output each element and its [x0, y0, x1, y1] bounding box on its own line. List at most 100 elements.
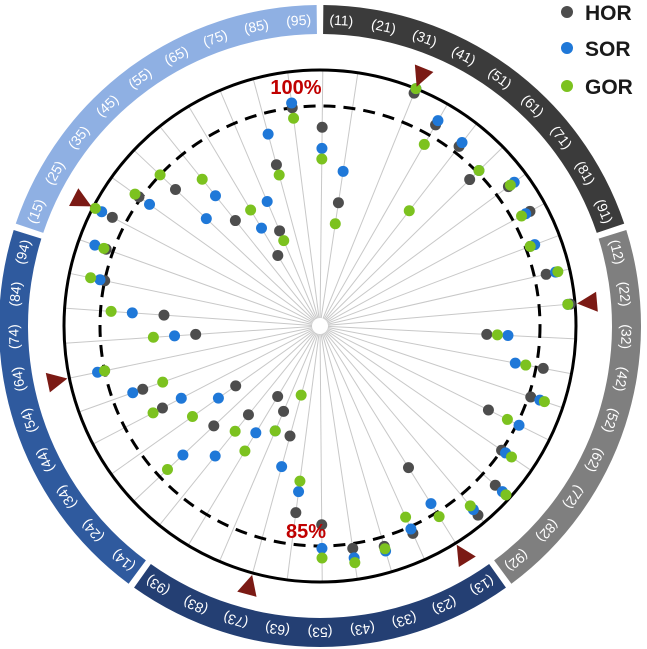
point-sor	[276, 461, 288, 473]
point-sor	[502, 329, 514, 341]
spoke	[286, 333, 320, 580]
point-hor	[270, 159, 282, 171]
point-sor	[209, 190, 221, 202]
point-hor	[229, 215, 241, 227]
point-gor	[552, 266, 564, 278]
point-gor	[316, 153, 328, 165]
arrow-markers	[45, 64, 598, 597]
point-gor	[154, 169, 166, 181]
point-sor	[337, 165, 349, 177]
point-hor	[208, 420, 220, 432]
point-hor	[158, 309, 170, 321]
point-hor	[137, 383, 149, 395]
point-gor	[147, 407, 159, 419]
point-gor	[400, 511, 412, 523]
point-sor	[177, 449, 189, 461]
point-gor	[294, 475, 306, 487]
point-hor	[489, 479, 501, 491]
point-gor	[239, 445, 251, 457]
point-gor	[161, 463, 173, 475]
spoke	[327, 303, 576, 326]
point-gor	[562, 298, 574, 310]
point-hor	[169, 183, 181, 195]
spoke	[92, 329, 314, 445]
category-label: (52)	[600, 406, 623, 435]
category-label: (73)	[221, 610, 249, 632]
point-gor	[379, 543, 391, 555]
category-label: (64)	[8, 366, 28, 393]
point-sor	[200, 213, 212, 225]
category-label: (74)	[5, 324, 22, 349]
point-hor	[272, 249, 284, 261]
point-hor	[464, 174, 476, 186]
spoke	[187, 332, 317, 546]
legend-marker-gor	[561, 80, 573, 92]
legend-label-sor: SOR	[585, 38, 631, 61]
point-hor	[274, 225, 286, 237]
point-sor	[405, 523, 417, 535]
point-sor	[89, 239, 101, 251]
category-label: (33)	[390, 610, 418, 632]
category-label: (94)	[12, 238, 34, 266]
point-gor	[85, 272, 97, 284]
point-sor	[456, 137, 468, 149]
category-label: (85)	[242, 16, 270, 37]
ring-segment-4	[0, 230, 146, 584]
arrow-marker	[577, 291, 598, 312]
point-hor	[290, 507, 302, 519]
point-gor	[273, 169, 285, 181]
point-hor	[316, 519, 328, 531]
spoke	[321, 333, 393, 572]
point-gor	[229, 425, 241, 437]
point-sor	[212, 392, 224, 404]
spoke	[327, 234, 560, 324]
point-hor	[316, 121, 328, 133]
spoke	[110, 330, 314, 475]
category-label: (63)	[264, 620, 291, 639]
point-gor	[186, 411, 198, 423]
category-label: (84)	[6, 281, 25, 307]
category-label: (54)	[17, 406, 40, 435]
point-sor	[250, 427, 262, 439]
point-gor	[538, 396, 550, 408]
point-gor	[473, 164, 485, 176]
point-gor	[433, 511, 445, 523]
point-gor	[520, 359, 532, 371]
point-gor	[504, 179, 516, 191]
point-gor	[196, 173, 208, 185]
point-hor	[272, 390, 284, 402]
point-hor	[190, 328, 202, 340]
spoke	[327, 268, 570, 325]
arrow-marker	[237, 574, 257, 597]
spoke	[326, 173, 527, 322]
inner-ring-label: 85%	[286, 521, 326, 543]
point-hor	[537, 362, 549, 374]
spoke	[327, 325, 576, 340]
point-gor	[491, 329, 503, 341]
point-sor	[175, 392, 187, 404]
arrow-marker	[414, 64, 434, 87]
point-gor	[288, 112, 300, 124]
point-sor	[209, 450, 221, 462]
point-sor	[255, 222, 267, 234]
category-label: (21)	[370, 16, 398, 37]
point-gor	[316, 552, 328, 564]
legend-label-hor: HOR	[585, 2, 632, 25]
spoke	[322, 88, 417, 319]
category-label: (11)	[329, 11, 354, 29]
category-ring: (11) (21)(31)(41)(51)(61)(71)(81)(91)(12)…	[0, 5, 641, 647]
point-sor	[432, 115, 444, 127]
point-sor	[126, 307, 138, 319]
category-label: (12)	[607, 238, 629, 266]
spoke	[92, 206, 314, 323]
point-gor	[89, 202, 101, 214]
point-gor	[269, 425, 281, 437]
point-hor	[347, 542, 359, 554]
point-gor	[410, 83, 422, 95]
point-sor	[127, 387, 139, 399]
point-hor	[482, 404, 494, 416]
point-gor	[98, 242, 110, 254]
point-hor	[284, 430, 296, 442]
point-sor	[261, 196, 273, 208]
